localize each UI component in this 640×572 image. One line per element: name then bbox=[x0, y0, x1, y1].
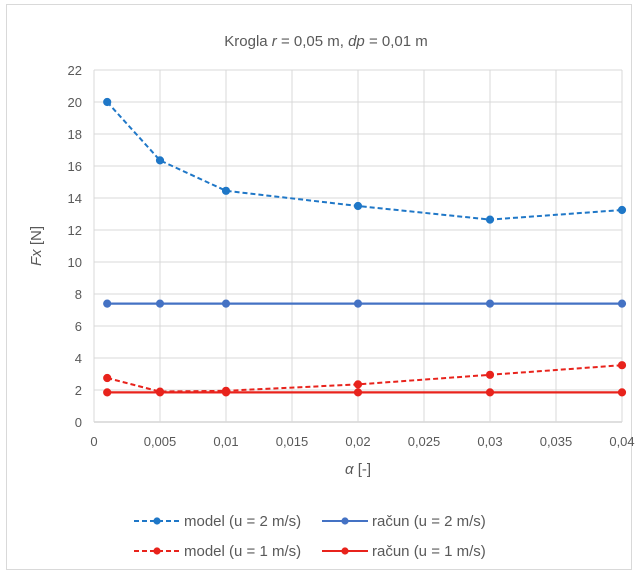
data-point bbox=[103, 299, 112, 308]
y-tick-label: 20 bbox=[68, 95, 82, 110]
data-point bbox=[353, 299, 363, 308]
legend-swatch-marker bbox=[341, 547, 349, 555]
y-tick-label: 2 bbox=[75, 383, 82, 398]
title-dp-symbol: dp bbox=[348, 33, 365, 50]
data-point bbox=[155, 387, 165, 396]
data-point bbox=[617, 361, 627, 370]
title-suffix: = 0,01 m bbox=[365, 33, 428, 50]
y-axis-title: Fx [N] bbox=[28, 226, 45, 266]
data-point bbox=[617, 205, 627, 215]
x-tick-label: 0,03 bbox=[477, 434, 502, 449]
data-point bbox=[353, 380, 363, 389]
x-tick-label: 0,01 bbox=[213, 434, 238, 449]
data-point bbox=[103, 97, 112, 107]
title-prefix: Krogla bbox=[224, 33, 272, 50]
legend-item: račun (u = 2 m/s) bbox=[322, 513, 486, 530]
data-point bbox=[155, 299, 165, 308]
y-tick-label: 22 bbox=[68, 63, 82, 78]
plot-series bbox=[103, 97, 627, 397]
x-tick-label: 0,02 bbox=[345, 434, 370, 449]
legend-item: model (u = 1 m/s) bbox=[134, 543, 301, 560]
data-point bbox=[221, 386, 231, 395]
y-tick-label: 0 bbox=[75, 415, 82, 430]
x-tick-labels: 0 0,005 0,01 0,015 0,02 0,025 0,03 0,035 0,04 bbox=[90, 434, 634, 449]
legend-label: model (u = 2 m/s) bbox=[184, 513, 301, 530]
data-point bbox=[353, 201, 363, 211]
x-axis-unit: [-] bbox=[354, 461, 372, 478]
legend-label: račun (u = 2 m/s) bbox=[372, 513, 486, 530]
data-point bbox=[155, 156, 165, 165]
data-point bbox=[103, 388, 112, 397]
gridlines bbox=[93, 69, 623, 423]
y-tick-label: 10 bbox=[68, 255, 82, 270]
x-tick-label: 0 bbox=[90, 434, 97, 449]
legend-swatch-marker bbox=[153, 547, 161, 555]
data-point bbox=[617, 299, 627, 308]
data-point bbox=[221, 299, 231, 308]
series-model-u-1-m-s bbox=[103, 361, 627, 396]
x-axis-title: α [-] bbox=[345, 461, 371, 478]
y-tick-label: 6 bbox=[75, 319, 82, 334]
y-tick-label: 4 bbox=[75, 351, 82, 366]
data-point bbox=[485, 370, 495, 379]
y-axis-unit: [N] bbox=[28, 226, 45, 249]
chart-frame bbox=[6, 4, 632, 570]
legend-item: model (u = 2 m/s) bbox=[134, 513, 301, 530]
x-tick-label: 0,04 bbox=[609, 434, 634, 449]
series-ra-un-u-1-m-s bbox=[103, 388, 627, 397]
data-point bbox=[221, 186, 231, 195]
chart-title: Krogla r = 0,05 m, dp = 0,01 m bbox=[224, 33, 427, 50]
y-tick-label: 16 bbox=[68, 159, 82, 174]
data-point bbox=[485, 388, 495, 397]
x-tick-label: 0,005 bbox=[144, 434, 177, 449]
y-tick-label: 14 bbox=[68, 191, 82, 206]
y-tick-labels: 0 2 4 6 8 10 12 14 16 18 20 22 bbox=[68, 63, 82, 430]
legend-item: račun (u = 1 m/s) bbox=[322, 543, 486, 560]
series-line bbox=[106, 101, 623, 221]
legend-label: račun (u = 1 m/s) bbox=[372, 543, 486, 560]
series-ra-un-u-2-m-s bbox=[103, 299, 627, 308]
x-tick-label: 0,015 bbox=[276, 434, 309, 449]
x-tick-label: 0,025 bbox=[408, 434, 441, 449]
x-axis-symbol: α bbox=[345, 461, 354, 478]
y-tick-label: 18 bbox=[68, 127, 82, 142]
title-middle: = 0,05 m, bbox=[277, 33, 348, 50]
title-r-symbol: r bbox=[272, 33, 278, 50]
data-point bbox=[485, 299, 495, 308]
y-axis-symbol: Fx bbox=[28, 249, 45, 266]
data-point bbox=[353, 388, 363, 397]
legend-swatch-marker bbox=[153, 517, 161, 525]
x-tick-label: 0,035 bbox=[540, 434, 573, 449]
y-tick-label: 12 bbox=[68, 223, 82, 238]
series-line bbox=[106, 364, 623, 393]
data-point bbox=[485, 215, 495, 224]
legend-swatch-marker bbox=[341, 517, 349, 525]
series-model-u-2-m-s bbox=[103, 97, 627, 224]
data-point bbox=[617, 388, 627, 397]
legend-label: model (u = 1 m/s) bbox=[184, 543, 301, 560]
legend: model (u = 2 m/s) račun (u = 2 m/s) model … bbox=[134, 513, 486, 560]
data-point bbox=[103, 373, 112, 383]
y-tick-label: 8 bbox=[75, 287, 82, 302]
